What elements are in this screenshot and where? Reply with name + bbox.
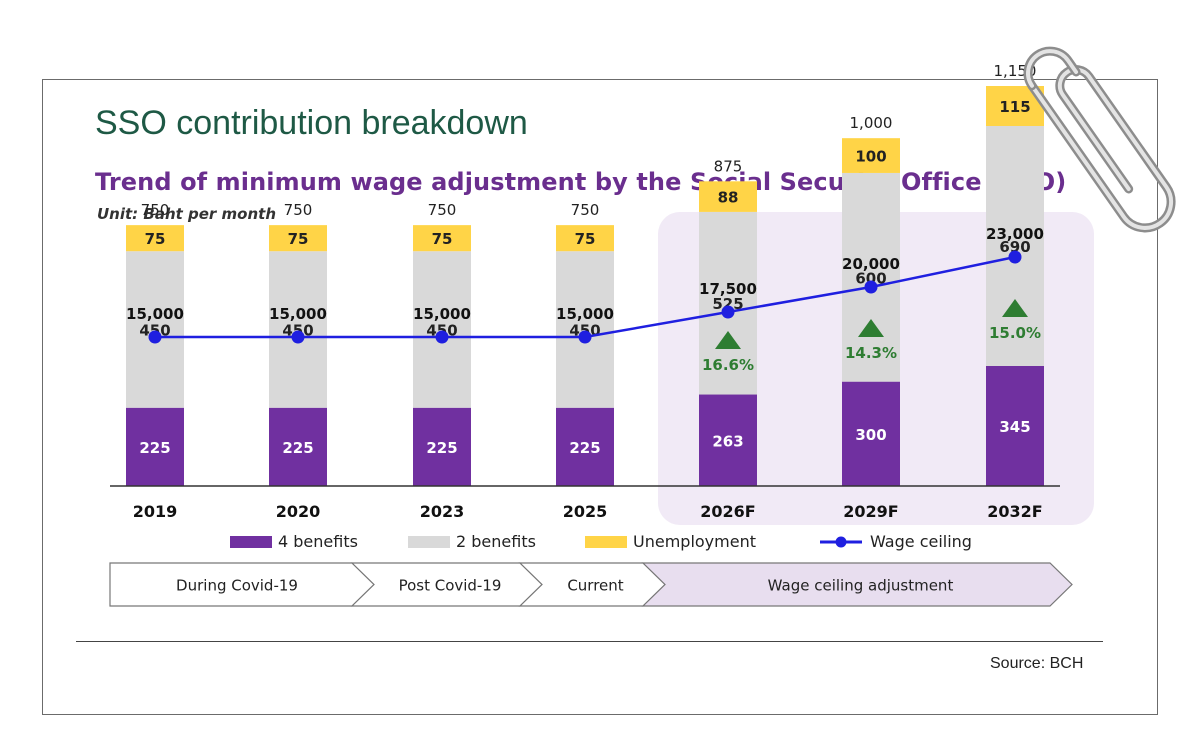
x-tick-label: 2025 bbox=[563, 502, 608, 521]
legend-label-wage-ceiling: Wage ceiling bbox=[870, 532, 972, 551]
bar-2-benefits bbox=[413, 251, 471, 408]
legend-swatch-wage-ceiling bbox=[820, 536, 862, 547]
bar-2-benefits bbox=[556, 251, 614, 408]
wage-ceiling-point bbox=[864, 280, 878, 294]
bar-4-benefits bbox=[986, 366, 1044, 486]
bar-2-benefits bbox=[986, 126, 1044, 366]
label-2-benefits: 525 bbox=[712, 295, 743, 313]
x-tick-label: 2019 bbox=[133, 502, 178, 521]
source-note: Source: BCH bbox=[990, 655, 1084, 672]
legend-label-2-benefits: 2 benefits bbox=[456, 532, 536, 551]
wage-ceiling-label: 15,000 bbox=[413, 305, 471, 323]
bar-4-benefits bbox=[842, 381, 900, 486]
growth-up-icon bbox=[715, 331, 741, 349]
growth-label: 14.3% bbox=[845, 344, 897, 362]
wage-ceiling-label: 15,000 bbox=[556, 305, 614, 323]
total-label: 750 bbox=[141, 201, 170, 219]
legend-swatch-unemployment bbox=[585, 535, 627, 548]
legend-swatch-2-benefits bbox=[408, 535, 450, 548]
label-unemployment: 75 bbox=[145, 230, 166, 248]
label-4-benefits: 225 bbox=[569, 439, 600, 457]
legend-2-benefits: 2 benefits bbox=[408, 532, 536, 551]
label-2-benefits: 450 bbox=[426, 321, 457, 339]
label-2-benefits: 450 bbox=[282, 321, 313, 339]
total-label: 750 bbox=[284, 201, 313, 219]
phase-chevron bbox=[641, 562, 1073, 607]
wage-ceiling-point bbox=[291, 330, 305, 344]
label-unemployment: 100 bbox=[855, 148, 886, 166]
growth-label: 16.6% bbox=[702, 356, 754, 374]
label-unemployment: 75 bbox=[432, 230, 453, 248]
label-4-benefits: 345 bbox=[999, 418, 1030, 436]
label-unemployment: 88 bbox=[718, 189, 739, 207]
legend-4-benefits: 4 benefits bbox=[230, 532, 358, 551]
phase-label: Post Covid-19 bbox=[399, 577, 502, 595]
wage-ceiling-point bbox=[1008, 250, 1022, 264]
wage-ceiling-label: 23,000 bbox=[986, 225, 1044, 243]
label-unemployment: 75 bbox=[288, 230, 309, 248]
label-unemployment: 115 bbox=[999, 98, 1030, 116]
legend-label-unemployment: Unemployment bbox=[633, 532, 756, 551]
bar-unemployment bbox=[699, 181, 757, 212]
wage-ceiling-point bbox=[148, 330, 162, 344]
growth-up-icon bbox=[1002, 299, 1028, 317]
total-label: 750 bbox=[571, 201, 600, 219]
bar-4-benefits bbox=[126, 407, 184, 486]
label-4-benefits: 300 bbox=[855, 426, 886, 444]
label-unemployment: 75 bbox=[575, 230, 596, 248]
bar-unemployment bbox=[126, 225, 184, 252]
wage-ceiling-label: 20,000 bbox=[842, 255, 900, 273]
growth-label: 15.0% bbox=[989, 324, 1041, 342]
label-2-benefits: 450 bbox=[139, 321, 170, 339]
growth-up-icon bbox=[858, 319, 884, 337]
wage-ceiling-label: 15,000 bbox=[126, 305, 184, 323]
total-label: 750 bbox=[428, 201, 457, 219]
legend-label-4-benefits: 4 benefits bbox=[278, 532, 358, 551]
bar-4-benefits bbox=[556, 407, 614, 486]
page-title: SSO contribution breakdown bbox=[95, 104, 528, 142]
bar-2-benefits bbox=[269, 251, 327, 408]
x-tick-label: 2029F bbox=[843, 502, 898, 521]
label-4-benefits: 225 bbox=[426, 439, 457, 457]
bar-4-benefits bbox=[269, 407, 327, 486]
bar-unemployment bbox=[413, 225, 471, 252]
wage-ceiling-label: 15,000 bbox=[269, 305, 327, 323]
bar-4-benefits bbox=[413, 407, 471, 486]
bar-4-benefits bbox=[699, 394, 757, 486]
legend-wage-ceiling: Wage ceiling bbox=[818, 532, 972, 551]
bar-2-benefits bbox=[842, 172, 900, 382]
total-label: 875 bbox=[714, 157, 743, 175]
bar-2-benefits bbox=[699, 211, 757, 395]
phase-label: During Covid-19 bbox=[176, 577, 298, 595]
legend-unemployment: Unemployment bbox=[585, 532, 756, 551]
phase-label: Wage ceiling adjustment bbox=[768, 577, 954, 595]
wage-ceiling-point bbox=[578, 330, 592, 344]
bar-unemployment bbox=[556, 225, 614, 252]
x-tick-label: 2023 bbox=[420, 502, 465, 521]
wage-ceiling-point bbox=[721, 305, 735, 319]
total-label: 1,000 bbox=[850, 114, 893, 132]
label-4-benefits: 225 bbox=[139, 439, 170, 457]
label-4-benefits: 225 bbox=[282, 439, 313, 457]
bar-unemployment bbox=[842, 138, 900, 173]
legend-swatch-4-benefits bbox=[230, 535, 272, 548]
chart-title: Trend of minimum wage adjustment by the … bbox=[95, 168, 1067, 196]
wage-ceiling-point bbox=[435, 330, 449, 344]
label-4-benefits: 263 bbox=[712, 432, 743, 450]
label-2-benefits: 690 bbox=[999, 238, 1030, 256]
divider bbox=[76, 641, 1103, 642]
wage-ceiling-label: 17,500 bbox=[699, 280, 757, 298]
x-tick-label: 2026F bbox=[700, 502, 755, 521]
phase-label: Current bbox=[567, 577, 623, 595]
x-tick-label: 2020 bbox=[276, 502, 321, 521]
unit-label: Unit: Baht per month bbox=[97, 205, 277, 223]
label-2-benefits: 600 bbox=[855, 269, 886, 287]
bar-unemployment bbox=[269, 225, 327, 252]
x-tick-label: 2032F bbox=[987, 502, 1042, 521]
paperclip-icon bbox=[1023, 46, 1176, 233]
bar-2-benefits bbox=[126, 251, 184, 408]
